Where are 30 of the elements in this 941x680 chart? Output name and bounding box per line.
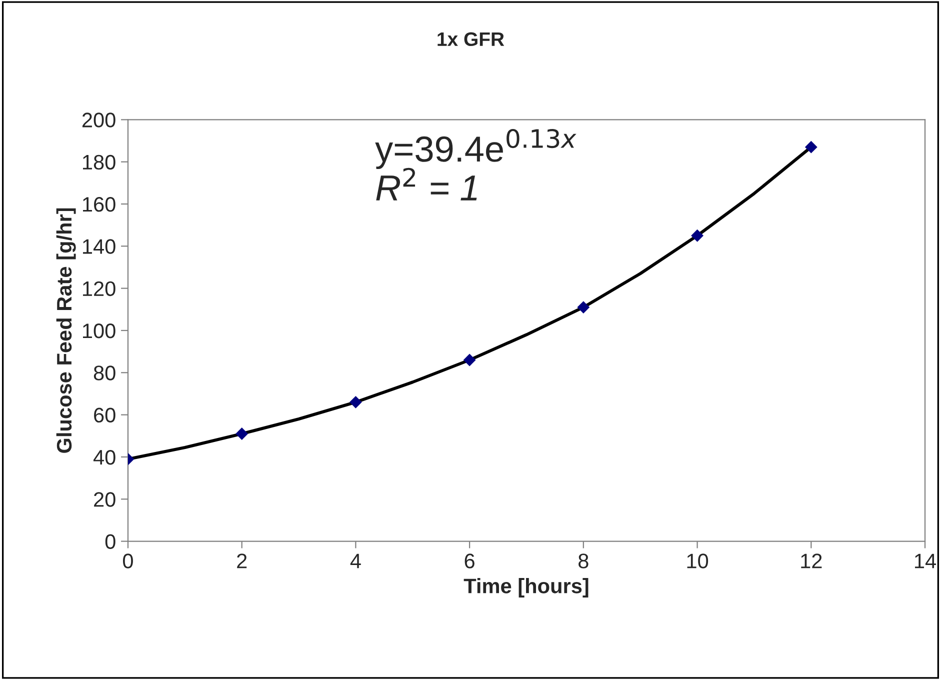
chart-title: 1x GFR: [438, 32, 504, 46]
point: [463, 354, 476, 366]
x-axis-title: Time [hours]: [464, 578, 588, 598]
x-tick-label: 6: [464, 554, 474, 568]
annotation: y=39.4e$^{0.13x}$: [375, 128, 576, 170]
y-tick-label: 60: [94, 408, 116, 423]
point: [691, 229, 704, 242]
point: [577, 301, 590, 314]
x-tick-label: 2: [237, 554, 247, 568]
x-tick-label: 10: [687, 554, 708, 568]
x-tick-label: 0: [122, 554, 133, 568]
x-tick-label: 4: [350, 554, 361, 568]
y-tick-label: 160: [83, 197, 116, 212]
y-tick-label: 140: [83, 239, 116, 254]
point: [236, 428, 248, 440]
point: [804, 140, 818, 154]
y-tick-label: 120: [83, 281, 116, 296]
x-tick-label: 12: [801, 554, 822, 568]
y-tick-label: 100: [83, 323, 116, 338]
x-tick-label: 8: [578, 554, 588, 568]
y-tick-label: 20: [94, 492, 116, 507]
annotation: R$^{2}$ = 1: [376, 168, 477, 200]
point: [349, 396, 362, 408]
y-axis-title: Glucose Feed Rate [g/hr]: [56, 208, 76, 453]
y-tick-label: 80: [94, 366, 116, 380]
y-tick-label: 200: [82, 112, 116, 128]
x-tick-label: 14: [915, 554, 936, 568]
y-tick-label: 40: [93, 450, 116, 465]
y-tick-label: 0: [105, 534, 116, 550]
y-tick-label: 180: [83, 154, 116, 170]
